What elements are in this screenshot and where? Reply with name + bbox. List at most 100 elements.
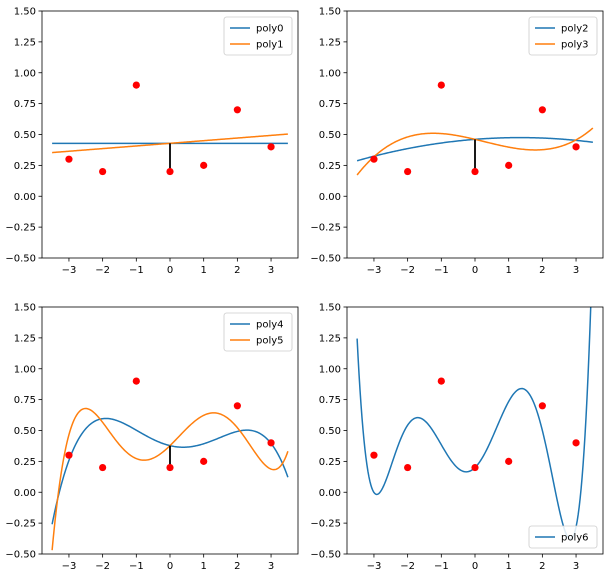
y-tick-label: 1.25: [14, 333, 36, 344]
legend: poly2 poly3: [528, 16, 598, 56]
series-line-poly3: [356, 127, 594, 176]
data-point: [437, 377, 445, 385]
y-tick-label: 0.25: [319, 161, 341, 172]
data-point: [166, 463, 174, 472]
x-tick-label: −3: [62, 561, 77, 572]
subplot-1: −3 −2 −1 0 1 2 3 −0.50 −0.25 0.00 0.25 0.50 0.75 1.00…: [5, 7, 299, 276]
subplot-4: −3 −2 −1 0 1 2 3 −0.50 −0.25 0.00 0.25 0.50 0.75 1.00…: [310, 303, 604, 572]
legend-box: [223, 16, 293, 56]
series-line-poly4: [51, 417, 289, 525]
subplot-3: −3 −2 −1 0 1 2 3 −0.50 −0.25 0.00 0.25 0.50 0.75 1.00…: [5, 303, 299, 572]
legend: poly0 poly1: [223, 16, 293, 56]
data-point: [538, 402, 546, 410]
x-tick-label: −2: [400, 265, 415, 276]
x-tick-label: 0: [472, 265, 478, 276]
x-tick-label: −1: [129, 265, 144, 276]
legend-label-poly2: poly2: [561, 24, 589, 35]
y-tick-label: 0.75: [319, 99, 341, 110]
y-tick-label: 0.00: [14, 488, 36, 499]
y-tick-label: 0.25: [319, 457, 341, 468]
data-point: [404, 463, 412, 472]
data-point: [65, 451, 73, 459]
legend-label-poly0: poly0: [256, 24, 284, 35]
y-tick-label: 0.50: [319, 130, 341, 141]
x-tick-label: −3: [367, 561, 382, 572]
axes-frame: [346, 306, 604, 555]
data-point: [267, 439, 275, 447]
data-point: [471, 463, 479, 472]
series-line-poly5: [51, 407, 289, 551]
plot-area: [52, 81, 288, 176]
data-point: [370, 451, 378, 459]
x-tick-label: 0: [167, 561, 173, 572]
x-tick-label: 0: [167, 265, 173, 276]
data-point: [99, 167, 107, 176]
x-tick-label: 1: [200, 561, 206, 572]
y-tick-label: 0.75: [319, 395, 341, 406]
y-tick-label: 1.25: [14, 37, 36, 48]
axes-frame: [346, 10, 604, 259]
x-tick-label: −1: [434, 561, 449, 572]
data-point: [200, 457, 208, 465]
plot-area: [51, 377, 289, 551]
data-point: [538, 106, 546, 114]
y-tick-label: 0.00: [319, 192, 341, 203]
y-tick-label: 1.25: [319, 333, 341, 344]
axes-frame: [41, 10, 299, 259]
y-tick-label: 1.00: [14, 68, 36, 79]
y-tick-label: 0.00: [14, 192, 36, 203]
x-tick-label: 2: [234, 265, 240, 276]
plot-area: [356, 81, 594, 176]
y-tick-label: 1.50: [14, 303, 36, 314]
y-tick-label: −0.50: [5, 254, 36, 265]
y-tick-label: 0.50: [14, 426, 36, 437]
x-tick-label: 1: [505, 561, 511, 572]
y-tick-label: −0.50: [5, 550, 36, 561]
data-point: [132, 81, 140, 89]
legend-label-poly3: poly3: [561, 40, 589, 51]
x-tick-label: 1: [200, 265, 206, 276]
legend-label-poly1: poly1: [256, 40, 284, 51]
y-tick-label: 0.75: [14, 99, 36, 110]
y-tick-label: −0.25: [310, 223, 341, 234]
data-point: [233, 402, 241, 410]
x-tick-label: −1: [434, 265, 449, 276]
data-point: [471, 167, 479, 176]
legend-label-poly4: poly4: [256, 320, 284, 331]
y-tick-label: 0.50: [14, 130, 36, 141]
x-tick-label: −2: [400, 561, 415, 572]
y-tick-label: −0.25: [5, 223, 36, 234]
x-tick-label: 2: [539, 265, 545, 276]
data-point: [404, 167, 412, 176]
x-tick-label: −1: [129, 561, 144, 572]
x-tick-label: −3: [62, 265, 77, 276]
y-tick-label: 0.50: [319, 426, 341, 437]
x-tick-label: 3: [573, 265, 579, 276]
data-point: [132, 377, 140, 385]
data-point: [505, 457, 513, 465]
y-tick-label: 0.75: [14, 395, 36, 406]
y-tick-label: −0.50: [310, 550, 341, 561]
y-tick-label: 1.25: [319, 37, 341, 48]
x-tick-label: −2: [95, 265, 110, 276]
data-point: [572, 143, 580, 151]
legend: poly6: [528, 525, 598, 549]
data-point: [572, 439, 580, 447]
legend-box: [528, 16, 598, 56]
axes-frame: [41, 306, 299, 555]
data-point: [437, 81, 445, 89]
x-tick-label: 1: [505, 265, 511, 276]
data-point: [200, 161, 208, 169]
data-point: [267, 143, 275, 151]
series-line-poly6: [356, 307, 592, 541]
y-tick-label: 1.00: [319, 364, 341, 375]
y-tick-label: 0.25: [14, 161, 36, 172]
legend-label-poly5: poly5: [256, 336, 284, 347]
y-tick-label: −0.50: [310, 254, 341, 265]
y-tick-label: 1.00: [319, 68, 341, 79]
legend-box: [528, 525, 598, 549]
legend-box: [223, 312, 293, 352]
legend-label-poly6: poly6: [561, 533, 589, 544]
x-tick-label: 3: [268, 561, 274, 572]
